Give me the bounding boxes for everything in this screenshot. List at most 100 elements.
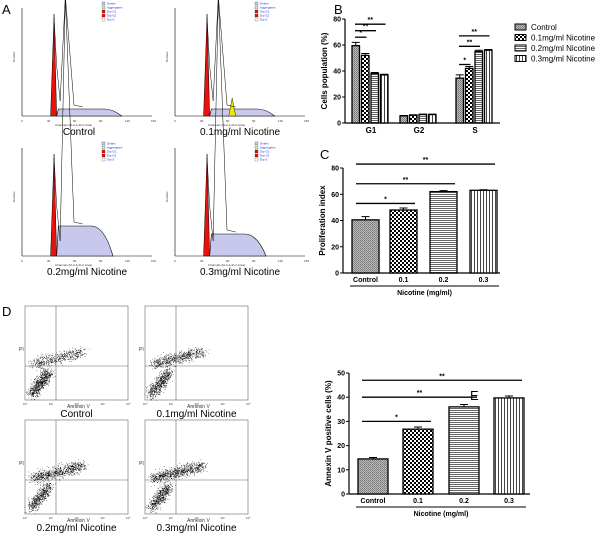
panel-label-e: E — [470, 388, 479, 403]
error-bar — [460, 403, 468, 407]
s-phase-area — [209, 108, 276, 117]
legend-label: Dip G2 — [260, 13, 270, 17]
legend-label: Aggregates — [260, 5, 276, 9]
bar — [351, 219, 380, 274]
error-bar — [399, 207, 408, 210]
y-axis-label: Number — [165, 51, 169, 62]
x-tick-label: 0.3 — [504, 498, 514, 505]
x-tick-label: Control — [361, 498, 386, 505]
bar — [427, 113, 437, 124]
legend-swatch — [101, 145, 106, 150]
panel-label-b: B — [334, 2, 343, 17]
x-tick-label: 120 — [125, 119, 130, 123]
legend-swatch — [254, 9, 259, 14]
x-tick-label: 0.1 — [413, 498, 423, 505]
legend-label: Debris — [260, 141, 269, 145]
y-tick-label: 20 — [337, 443, 345, 450]
legend-label: Debris — [107, 1, 116, 5]
x-tick-label: 150 — [304, 119, 309, 123]
significance-label: ** — [417, 390, 423, 397]
x-tick-label: S — [472, 126, 478, 135]
significance-label: ** — [439, 373, 445, 380]
x-axis-label: Channels (FL2-A-FL2-Area) — [208, 123, 245, 127]
y-tick-label: 40 — [331, 218, 339, 225]
y-tick-label: 80 — [331, 166, 339, 173]
y-axis-label: Cells population (%) — [320, 32, 329, 109]
legend-label: Dip G1 — [260, 9, 270, 13]
histogram-caption: 0.3mg/ml Nicotine — [200, 267, 280, 278]
dot-plot-caption: Control — [60, 409, 92, 420]
panel-label-d: D — [2, 304, 11, 319]
x-axis-label: Annexin V — [187, 404, 210, 410]
error-bar — [370, 72, 379, 74]
x-tick-label: 60 — [73, 259, 77, 263]
y-axis-label: PI — [139, 347, 144, 353]
bar — [483, 49, 493, 124]
bar — [360, 54, 370, 124]
x-tick-label: 30 — [200, 119, 204, 123]
significance-label: * — [395, 414, 398, 421]
error-bar — [361, 52, 370, 56]
bar — [429, 190, 458, 274]
y-tick-label: 80 — [333, 17, 341, 24]
g1-peak — [50, 13, 57, 117]
x-tick-label: 0.1 — [399, 277, 409, 284]
cell-dots — [145, 459, 208, 514]
cell-dots — [24, 459, 89, 514]
y-tick-label: 0 — [341, 492, 345, 499]
y-axis-label: Number — [12, 51, 16, 62]
legend-swatch — [254, 17, 259, 22]
x-tick-label: 0 — [21, 259, 23, 263]
x-tick-label: 10³ — [100, 516, 104, 520]
significance-label: ** — [423, 157, 429, 164]
x-tick-label: 90 — [99, 259, 103, 263]
legend-label: Debris — [260, 1, 269, 5]
legend-label: Aggregates — [107, 5, 123, 9]
legend-label: Aggregates — [107, 145, 123, 149]
legend-swatch — [254, 153, 259, 158]
error-bar — [479, 189, 488, 191]
x-axis-label: Channels (FL2-A-FL2-Area) — [208, 263, 245, 267]
y-tick-label: 50 — [337, 371, 345, 378]
bar — [389, 209, 418, 274]
x-tick-label: 10⁰ — [23, 516, 28, 520]
error-bar — [439, 190, 448, 192]
significance-label: * — [463, 58, 466, 65]
x-tick-label: 0.3 — [479, 277, 489, 284]
fit-curve — [53, 0, 83, 108]
dot-plot-caption: 0.3mg/ml Nicotine — [156, 523, 236, 534]
g2-peak — [228, 97, 236, 117]
legend-swatch — [101, 13, 106, 18]
x-tick-label: 0.2 — [439, 277, 449, 284]
plot-frame — [24, 305, 129, 401]
error-bar — [505, 395, 513, 398]
y-axis-label: Number — [12, 191, 16, 202]
significance-label: ** — [403, 177, 409, 184]
x-tick-label: 30 — [200, 259, 204, 263]
bar — [379, 74, 389, 124]
legend-label: Dip G1 — [107, 9, 117, 13]
dot-plot-2: 10⁰ 10¹ 10² 10³ 10⁴ Annexin V PI 0.2mg/ml Nicot… — [19, 419, 131, 534]
g1-peak — [50, 153, 57, 257]
x-tick-label: 60 — [226, 259, 230, 263]
legend-swatch — [514, 55, 527, 62]
histogram-1: 0 30 60 90 120 150 Channels (FL2-A-FL2-Area) Nu… — [165, 0, 309, 138]
bar — [399, 115, 409, 124]
legend-swatch — [514, 34, 527, 41]
g1-peak — [203, 153, 210, 257]
y-tick-label: 60 — [333, 43, 341, 50]
x-axis-label: Channels (FL2-A-FL2-Area) — [55, 123, 92, 127]
fit-curve — [53, 0, 83, 242]
error-bar — [465, 65, 474, 69]
bar — [455, 77, 465, 124]
bar — [469, 189, 498, 274]
s-phase-area — [56, 108, 123, 117]
y-tick-label: 10 — [337, 467, 345, 474]
x-tick-label: 10² — [195, 402, 199, 406]
x-axis-label: Annexin V — [67, 404, 90, 410]
legend-swatch — [101, 153, 106, 158]
x-tick-label: 60 — [226, 119, 230, 123]
